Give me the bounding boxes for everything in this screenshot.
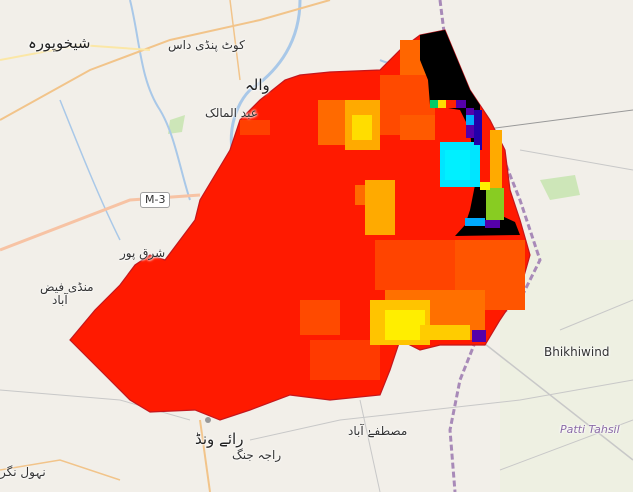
label-raja-jang: راجہ جنگ xyxy=(232,448,282,462)
label-jhol-nagar: نہول نگر xyxy=(0,465,46,479)
label-kot-pindi-das: کوٹ پنڈی داس xyxy=(168,38,245,52)
label-nawala: والہ xyxy=(245,76,270,94)
label-mustafabad: مصطفےٰ آباد xyxy=(348,424,408,438)
label-sharaqpur: شرق پور xyxy=(120,246,166,260)
label-mandi-faiz: منڈی فیض xyxy=(40,280,94,294)
label-patti-tehsil: Patti Tahsil xyxy=(560,423,620,436)
motorway-shield: M-3 xyxy=(140,192,171,208)
label-abd-ul-malik: عبد المالک xyxy=(205,106,258,120)
label-bhikhiwind: Bhikhiwind xyxy=(544,345,610,359)
label-sheikhupura: شیخوپورہ xyxy=(28,34,91,52)
label-raiwind: رائے ونڈ xyxy=(195,430,244,448)
label-abad: آباد xyxy=(52,293,68,307)
